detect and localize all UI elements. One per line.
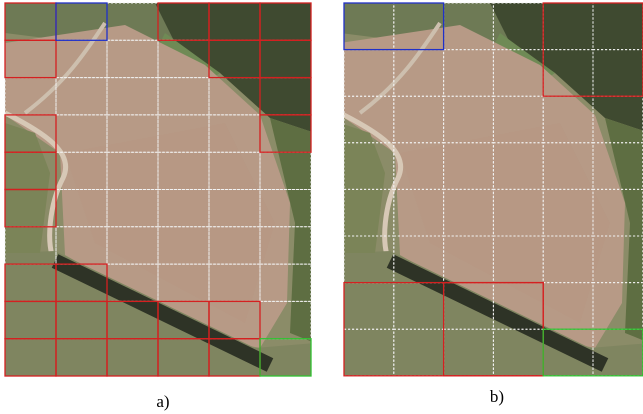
caption-b: b): [490, 387, 504, 406]
blue-cell: [343, 2, 445, 51]
blue-cell: [55, 2, 108, 41]
red-cell: [4, 188, 57, 228]
grid-a: [4, 2, 312, 377]
red-cell: [4, 39, 57, 79]
red-cell: [259, 114, 312, 153]
caption-a: a): [156, 392, 169, 411]
green-cell: [259, 338, 312, 377]
